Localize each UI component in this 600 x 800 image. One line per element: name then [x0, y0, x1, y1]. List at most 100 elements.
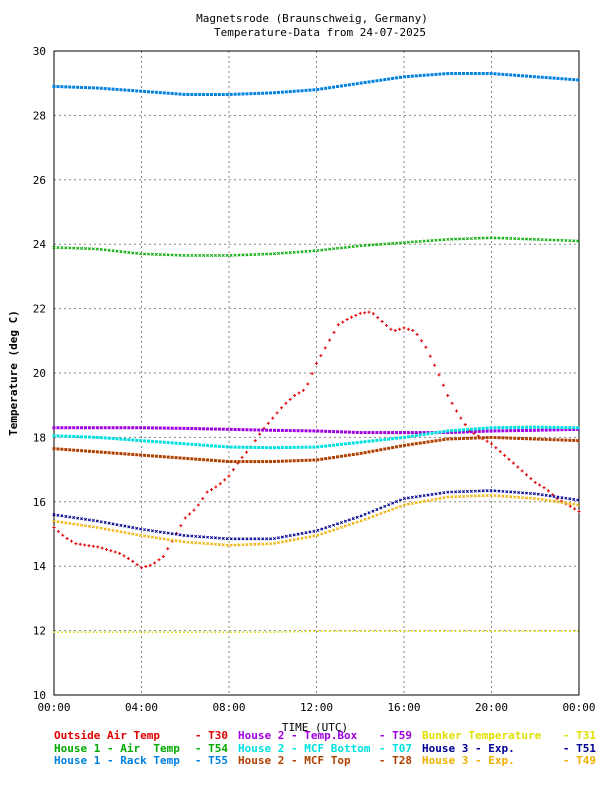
data-point — [501, 436, 505, 440]
data-point — [371, 243, 375, 247]
data-point — [324, 444, 328, 448]
data-point — [473, 489, 477, 493]
data-point — [147, 439, 150, 443]
data-point — [241, 428, 245, 432]
data-point — [95, 426, 99, 430]
data-point — [556, 495, 560, 499]
data-point — [217, 253, 221, 258]
data-point — [572, 630, 575, 633]
data-point — [143, 439, 147, 443]
data-point — [186, 253, 190, 258]
data-point — [245, 450, 248, 454]
data-point — [139, 89, 143, 93]
data-point — [103, 436, 107, 440]
data-point — [119, 426, 123, 430]
data-point — [461, 494, 466, 498]
data-point — [375, 438, 379, 442]
data-point — [493, 236, 497, 240]
data-point — [99, 520, 103, 524]
data-point — [359, 451, 363, 455]
data-point — [198, 541, 202, 545]
data-point — [477, 427, 481, 431]
data-point — [135, 438, 139, 442]
legend-label: House 1 - Rack Temp — [54, 754, 180, 767]
data-point — [273, 91, 276, 95]
data-point — [336, 85, 339, 89]
data-point — [296, 445, 300, 449]
data-point — [186, 442, 190, 446]
data-point — [61, 533, 65, 537]
data-point — [540, 437, 544, 441]
data-point — [76, 448, 80, 452]
data-point — [162, 426, 166, 430]
data-point — [343, 430, 347, 434]
data-point — [450, 490, 454, 494]
data-point — [289, 631, 292, 633]
data-point — [143, 252, 147, 256]
data-point — [206, 443, 210, 447]
data-point — [532, 75, 536, 79]
data-point — [383, 504, 387, 508]
data-point — [536, 425, 540, 429]
data-point — [521, 425, 525, 429]
data-point — [91, 518, 95, 523]
data-point — [454, 430, 458, 434]
data-point — [128, 631, 130, 634]
data-point — [64, 434, 68, 438]
data-point — [182, 426, 186, 430]
data-point — [402, 241, 406, 245]
data-point — [406, 327, 410, 331]
data-point — [206, 458, 210, 462]
data-point — [190, 253, 194, 258]
data-point — [72, 522, 76, 526]
data-point — [194, 427, 198, 431]
data-point — [284, 459, 288, 463]
data-point — [170, 253, 174, 257]
data-point — [552, 76, 556, 80]
data-point — [525, 473, 528, 477]
data-point — [328, 529, 332, 533]
data-point — [410, 74, 414, 78]
data-point — [292, 533, 296, 537]
legend-label: House 3 - Exp. — [422, 742, 515, 755]
data-point — [395, 500, 399, 504]
data-point — [339, 454, 343, 458]
data-point — [87, 247, 91, 251]
data-series — [52, 72, 581, 634]
data-point — [161, 555, 165, 559]
data-point — [434, 492, 438, 496]
data-point — [229, 543, 233, 547]
data-point — [359, 81, 363, 85]
data-point — [406, 240, 410, 244]
data-point — [147, 90, 150, 94]
data-point — [151, 631, 154, 634]
data-point — [544, 498, 548, 502]
data-point — [572, 502, 576, 506]
data-point — [217, 459, 221, 463]
data-point — [506, 630, 508, 633]
data-point — [477, 72, 481, 76]
data-point — [221, 92, 225, 96]
data-point — [229, 460, 233, 464]
data-point — [209, 542, 214, 546]
data-point — [87, 449, 91, 453]
data-point — [99, 247, 103, 251]
data-point — [335, 246, 340, 250]
data-point — [115, 523, 119, 527]
data-point — [538, 483, 542, 487]
data-point — [150, 529, 154, 533]
data-point — [127, 250, 131, 255]
data-point — [273, 428, 276, 432]
data-point — [150, 252, 154, 256]
data-point — [198, 535, 202, 539]
data-point — [198, 457, 202, 461]
data-point — [415, 332, 419, 336]
data-point — [465, 436, 469, 440]
data-point — [308, 445, 312, 449]
data-point — [237, 92, 241, 96]
data-point — [458, 494, 462, 499]
data-point — [166, 537, 170, 542]
data-point — [209, 535, 214, 540]
data-point — [196, 503, 200, 507]
data-point — [473, 236, 477, 240]
